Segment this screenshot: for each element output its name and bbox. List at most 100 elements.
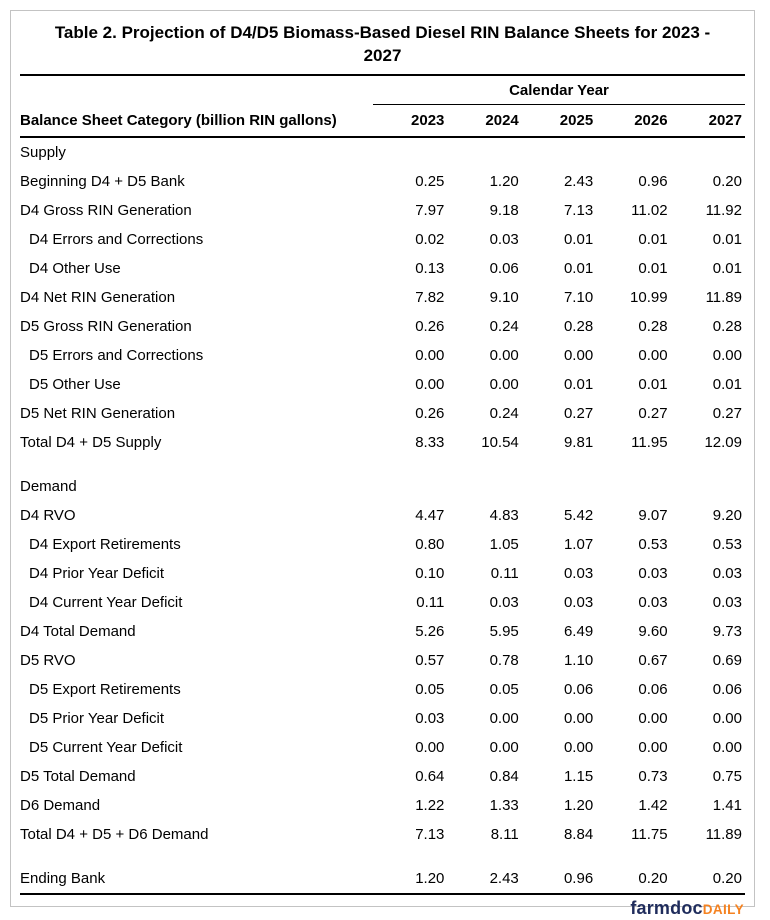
cell-value (447, 849, 521, 864)
cell-value (671, 137, 745, 167)
section-header-row: Demand (20, 472, 745, 501)
cell-value (522, 457, 596, 472)
cell-value: 1.15 (563, 768, 594, 785)
cell-value: 1.07 (563, 536, 594, 553)
cell-value: 1.05 (489, 536, 519, 553)
table-row: Total D4 + D5 + D6 Demand 7.13 8.11 8.84 11.… (20, 820, 745, 849)
cell-value: 0.20 (712, 173, 742, 190)
cell-value: 8.33 (415, 434, 445, 451)
cell-value: 0.53 (638, 536, 668, 553)
cell-value: 5.95 (489, 623, 519, 640)
cell-value: 0.03 (415, 710, 445, 727)
row-label: D5 Gross RIN Generation (20, 318, 192, 335)
cell-value: 0.03 (638, 594, 668, 611)
row-label: Total D4 + D5 Supply (20, 434, 162, 451)
cell-value (522, 137, 596, 167)
cell-value: 0.06 (638, 681, 668, 698)
cell-value: 0.00 (712, 739, 742, 756)
cell-value: 0.28 (638, 318, 668, 335)
cell-value: 0.28 (563, 318, 594, 335)
cell-value: 0.24 (489, 318, 519, 335)
cell-value: 7.97 (415, 202, 445, 219)
row-label: D5 Net RIN Generation (20, 405, 176, 422)
cell-value: 0.00 (712, 347, 742, 364)
cell-value: 0.10 (415, 565, 445, 582)
row-label: D5 Current Year Deficit (29, 739, 183, 756)
row-label: D5 Errors and Corrections (29, 347, 204, 364)
cell-value: 1.10 (563, 652, 594, 669)
table-row: D5 Total Demand 0.64 0.84 1.15 0.73 0.75 (20, 762, 745, 791)
cell-value: 0.01 (638, 260, 668, 277)
cell-value: 0.03 (489, 594, 519, 611)
cell-value: 9.07 (638, 507, 668, 524)
cell-value: 8.84 (563, 826, 594, 843)
cell-value: 1.22 (415, 797, 445, 814)
cell-value: 0.00 (489, 739, 519, 756)
row-label: D5 Other Use (29, 376, 121, 393)
table-row: Total D4 + D5 Supply 8.33 10.54 9.81 11.95 12… (20, 428, 745, 457)
cell-value: 4.47 (415, 507, 445, 524)
cell-value: 0.00 (638, 710, 668, 727)
cell-value: 0.25 (415, 173, 445, 190)
cell-value: 12.09 (704, 434, 742, 451)
table-row: D4 Total Demand 5.26 5.95 6.49 9.60 9.73 (20, 617, 745, 646)
cell-value (373, 457, 447, 472)
row-label: D6 Demand (20, 797, 101, 814)
cell-value: 0.01 (712, 231, 742, 248)
table-row: D4 Prior Year Deficit 0.10 0.11 0.03 0.03 0.0… (20, 559, 745, 588)
cell-value: 1.20 (563, 797, 594, 814)
cell-value: 0.03 (563, 594, 594, 611)
cell-value: 0.06 (712, 681, 742, 698)
cell-value: 0.00 (563, 347, 594, 364)
table-row: D4 Current Year Deficit 0.11 0.03 0.03 0.03 0… (20, 588, 745, 617)
cell-value: 0.80 (415, 536, 445, 553)
cell-value: 0.27 (638, 405, 668, 422)
cell-value (596, 137, 670, 167)
cell-value: 0.05 (489, 681, 519, 698)
cell-value: 0.05 (415, 681, 445, 698)
cell-value (596, 457, 670, 472)
cell-value (447, 137, 521, 167)
table-title: Table 2. Projection of D4/D5 Biomass-Bas… (54, 23, 711, 65)
cell-value (373, 137, 447, 167)
calendar-year-row: Calendar Year (20, 75, 745, 105)
table-row: D4 Errors and Corrections 0.02 0.03 0.01 0.0… (20, 225, 745, 254)
cell-value: 5.42 (563, 507, 594, 524)
cell-value: 0.00 (489, 710, 519, 727)
cell-value: 2.43 (563, 173, 594, 190)
table-row: D5 Errors and Corrections 0.00 0.00 0.00 0.0… (20, 341, 745, 370)
cell-value: 0.00 (712, 710, 742, 727)
table-row: D4 Net RIN Generation 7.82 9.10 7.10 10.99 11… (20, 283, 745, 312)
cell-value: 0.57 (415, 652, 445, 669)
table-row: D4 RVO 4.47 4.83 5.42 9.07 9.20 (20, 501, 745, 530)
cell-value: 0.00 (415, 376, 445, 393)
row-label: Beginning D4 + D5 Bank (20, 173, 185, 190)
cell-value: 0.11 (416, 594, 445, 611)
cell-value: 10.54 (481, 434, 519, 451)
table-row: Beginning D4 + D5 Bank 0.25 1.20 2.43 0.96 0.… (20, 167, 745, 196)
cell-value: 0.01 (638, 231, 668, 248)
row-label: D5 Prior Year Deficit (29, 710, 165, 727)
cell-value: 0.24 (489, 405, 519, 422)
row-label: D4 Other Use (29, 260, 121, 277)
year-column-header-2025: 2025 (521, 104, 597, 138)
cell-value: 9.60 (638, 623, 668, 640)
row-label: D5 Export Retirements (29, 681, 181, 698)
cell-value (522, 472, 596, 501)
table-row: D5 Export Retirements 0.05 0.05 0.06 0.06 0.0… (20, 675, 745, 704)
cell-value: 1.20 (489, 173, 519, 190)
cell-value: 5.26 (415, 623, 445, 640)
cell-value (373, 849, 447, 864)
cell-value: 2.43 (447, 864, 522, 895)
cell-value: 0.78 (489, 652, 519, 669)
row-label: D4 Prior Year Deficit (29, 565, 165, 582)
cell-value: 11.95 (631, 434, 668, 451)
cell-value: 0.96 (521, 864, 597, 895)
cell-value: 1.33 (489, 797, 519, 814)
section-label: Demand (20, 478, 77, 495)
cell-value: 0.20 (596, 864, 671, 895)
logo-daily-text: DAILY (702, 902, 744, 917)
section-label: Supply (20, 144, 66, 161)
cell-value: 0.27 (563, 405, 594, 422)
cell-value: 0.11 (490, 565, 519, 582)
